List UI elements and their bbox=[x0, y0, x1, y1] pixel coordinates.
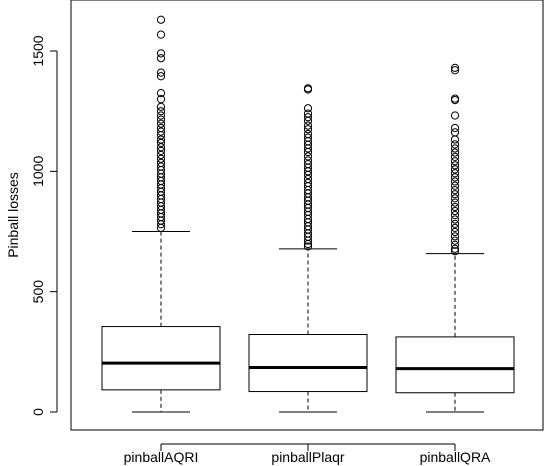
outlier-point bbox=[156, 220, 166, 229]
outlier-point bbox=[450, 227, 460, 237]
outlier-point bbox=[303, 116, 313, 125]
outlier-point bbox=[156, 150, 166, 160]
outlier-point bbox=[450, 148, 460, 157]
y-tick-label-1000: 1000 bbox=[30, 156, 46, 187]
outlier-point bbox=[156, 15, 166, 24]
outlier-point bbox=[303, 121, 313, 130]
outlier-point bbox=[450, 128, 460, 137]
outlier-point bbox=[156, 111, 166, 120]
outlier-point bbox=[450, 157, 460, 166]
outlier-point bbox=[303, 125, 313, 134]
y-axis-label: Pinball losses bbox=[5, 172, 21, 258]
y-axis: 0 500 1000 1500 bbox=[30, 35, 58, 416]
x-tick-label-pinballQRA: pinballQRA bbox=[420, 449, 491, 465]
outlier-point bbox=[156, 143, 166, 152]
outlier-point bbox=[450, 111, 460, 120]
y-tick-label-500: 500 bbox=[30, 280, 46, 304]
plot-frame bbox=[70, 0, 544, 431]
box-group-pinballQRA bbox=[395, 63, 515, 413]
outlier-point bbox=[156, 154, 166, 163]
outlier-point bbox=[303, 242, 313, 251]
outlier-point bbox=[450, 240, 460, 249]
outlier-point bbox=[450, 140, 460, 149]
outlier-point bbox=[450, 232, 460, 241]
outlier-point bbox=[450, 247, 460, 256]
outlier-point bbox=[450, 66, 460, 75]
outlier-point bbox=[450, 173, 460, 182]
outlier-point bbox=[156, 127, 166, 136]
outlier-point bbox=[450, 95, 460, 105]
outlier-point bbox=[450, 123, 460, 133]
outlier-point bbox=[156, 223, 166, 232]
y-tick-label-1500: 1500 bbox=[30, 35, 46, 66]
outlier-point bbox=[156, 138, 166, 148]
outlier-point bbox=[303, 167, 313, 176]
outlier-point bbox=[156, 30, 166, 39]
outlier-point bbox=[156, 102, 166, 111]
outlier-point bbox=[450, 190, 460, 199]
outlier-point bbox=[450, 215, 460, 224]
x-tick-label-pinballAQRI: pinballAQRI bbox=[124, 449, 199, 465]
outlier-point bbox=[156, 115, 166, 124]
outlier-point bbox=[156, 119, 166, 128]
outlier-point bbox=[156, 146, 166, 155]
outlier-point bbox=[450, 219, 460, 228]
outlier-point bbox=[450, 236, 460, 245]
outlier-point bbox=[450, 165, 460, 174]
y-tick-label-0: 0 bbox=[30, 408, 46, 416]
outlier-point bbox=[156, 49, 166, 58]
outlier-point bbox=[450, 181, 460, 190]
outlier-point bbox=[156, 95, 166, 104]
outlier-point bbox=[450, 194, 460, 203]
outlier-point bbox=[450, 223, 460, 232]
x-axis: pinballAQRI pinballPlaqr pinballQRA bbox=[124, 443, 491, 465]
outlier-point bbox=[450, 169, 460, 178]
outlier-point bbox=[450, 206, 460, 216]
outlier-point bbox=[303, 236, 313, 245]
outlier-point bbox=[303, 239, 313, 249]
outlier-point bbox=[156, 54, 166, 63]
box-pinballPlaqr bbox=[248, 334, 368, 393]
outlier-point bbox=[450, 177, 460, 186]
outlier-point bbox=[450, 244, 460, 253]
box-group-pinballAQRI bbox=[101, 15, 221, 413]
outlier-point bbox=[303, 113, 313, 122]
outlier-point bbox=[303, 144, 313, 153]
outlier-point bbox=[450, 161, 460, 170]
outlier-point bbox=[450, 135, 460, 144]
outlier-point bbox=[450, 186, 460, 195]
outlier-point bbox=[450, 198, 460, 207]
box-pinballQRA bbox=[395, 336, 515, 394]
outlier-point bbox=[156, 72, 166, 81]
outlier-point bbox=[303, 170, 313, 180]
box-pinballAQRI bbox=[101, 326, 221, 391]
boxes-layer bbox=[101, 15, 515, 413]
outlier-point bbox=[450, 202, 460, 212]
outlier-point bbox=[303, 85, 313, 94]
outlier-point bbox=[156, 135, 166, 144]
box-group-pinballPlaqr bbox=[248, 84, 368, 413]
outlier-point bbox=[156, 107, 166, 116]
outlier-point bbox=[450, 144, 460, 153]
outlier-point bbox=[156, 131, 166, 140]
outlier-point bbox=[303, 104, 313, 113]
outlier-point bbox=[156, 89, 166, 98]
outlier-point bbox=[450, 211, 460, 220]
outlier-point bbox=[303, 152, 313, 161]
outlier-point bbox=[450, 152, 460, 161]
outlier-point bbox=[303, 147, 313, 157]
outlier-point bbox=[450, 63, 460, 72]
x-tick-label-pinballPlaqr: pinballPlaqr bbox=[271, 449, 344, 465]
outlier-point bbox=[156, 68, 166, 77]
